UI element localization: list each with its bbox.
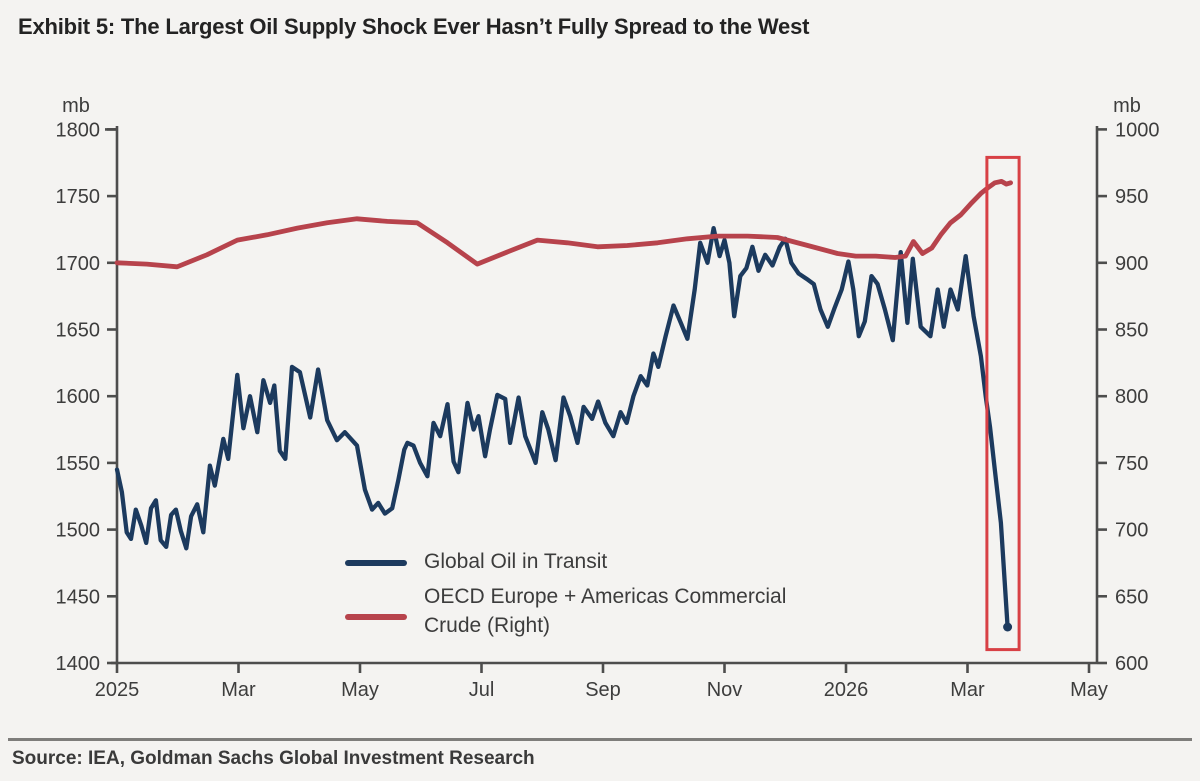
x-axis-tick-label: Sep bbox=[585, 679, 621, 701]
left-axis-tick-label: 1800 bbox=[56, 119, 101, 141]
x-axis-tick-label: 2026 bbox=[824, 679, 869, 701]
right-axis-tick-label: 750 bbox=[1115, 453, 1148, 475]
right-axis-tick-label: 950 bbox=[1115, 186, 1148, 208]
left-axis-tick-label: 1700 bbox=[56, 253, 101, 275]
right-axis-tick-label: 1000 bbox=[1115, 119, 1160, 141]
left-axis-tick-label: 1600 bbox=[56, 386, 101, 408]
source-note: Source: IEA, Goldman Sachs Global Invest… bbox=[12, 748, 535, 769]
global-oil-end-dot bbox=[1003, 622, 1013, 632]
legend-label-oecd-crude-line2: Crude (Right) bbox=[424, 614, 551, 637]
footer-divider bbox=[8, 738, 1192, 741]
x-axis-tick-label: Jul bbox=[469, 679, 495, 701]
left-axis-line bbox=[105, 126, 119, 663]
left-axis-tick-label: 1650 bbox=[56, 320, 101, 342]
legend-label-oecd-crude-line1: OECD Europe + Americas Commercial bbox=[424, 585, 787, 608]
x-axis-tick-label: May bbox=[1070, 679, 1108, 701]
x-axis-tick-label: Nov bbox=[707, 679, 743, 701]
legend-swatch-oecd-crude bbox=[345, 614, 407, 620]
right-axis-tick-label: 650 bbox=[1115, 586, 1148, 608]
legend-label-global-oil-in-transit: Global Oil in Transit bbox=[424, 550, 608, 573]
legend-label-oecd-crude: OECD Europe + Americas Commercial Crude … bbox=[424, 582, 786, 640]
x-axis-tick-label: 2025 bbox=[95, 679, 140, 701]
left-axis-tick-label: 1400 bbox=[56, 653, 101, 675]
x-axis-tick-label: Mar bbox=[221, 679, 256, 701]
chart-title: Exhibit 5: The Largest Oil Supply Shock … bbox=[18, 14, 810, 39]
left-axis-tick-label: 1550 bbox=[56, 453, 101, 475]
legend-swatch-global-oil-in-transit bbox=[345, 560, 407, 566]
global-oil-in-transit-line bbox=[114, 225, 1010, 630]
x-axis-tick-label: May bbox=[341, 679, 379, 701]
left-axis-unit-label: mb bbox=[62, 95, 90, 117]
left-axis-tick-label: 1450 bbox=[56, 586, 101, 608]
x-axis-tick-label: Mar bbox=[950, 679, 985, 701]
right-axis-tick-label: 900 bbox=[1115, 253, 1148, 275]
oecd-crude-line bbox=[114, 179, 1013, 270]
right-axis-tick-label: 850 bbox=[1115, 320, 1148, 342]
right-axis-tick-label: 600 bbox=[1115, 653, 1148, 675]
right-axis-tick-label: 700 bbox=[1115, 520, 1148, 542]
highlight-box bbox=[985, 155, 1021, 652]
right-axis-tick-label: 800 bbox=[1115, 386, 1148, 408]
left-axis-tick-label: 1500 bbox=[56, 520, 101, 542]
right-axis-unit-label: mb bbox=[1113, 95, 1141, 117]
left-axis-tick-label: 1750 bbox=[56, 186, 101, 208]
